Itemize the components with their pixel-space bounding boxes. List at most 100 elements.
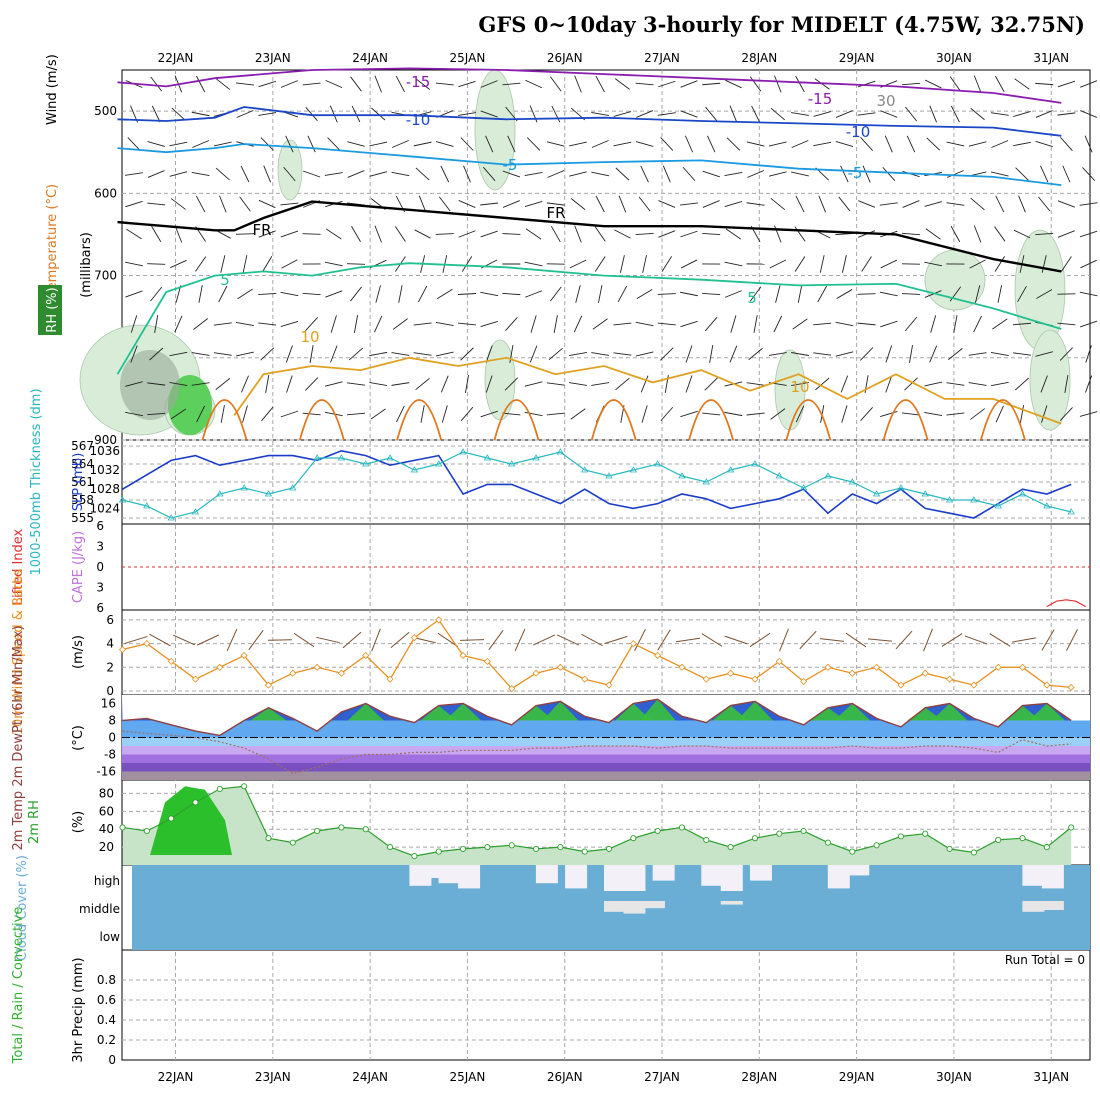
wind-barb — [529, 345, 538, 363]
wind-barb — [968, 141, 987, 147]
wind-barb — [480, 291, 499, 297]
wind-barb — [502, 82, 521, 86]
wind-barb — [198, 285, 203, 303]
surface-wind-barb — [390, 631, 410, 649]
precip-axis-label: Total / Rain / Convective — [11, 907, 26, 1065]
contour-label: 30 — [876, 92, 895, 110]
wind-barb — [413, 141, 432, 147]
contour-label: 10 — [300, 328, 319, 346]
wind-barb — [770, 197, 786, 211]
wind-barb — [685, 345, 693, 363]
wind-barb — [635, 321, 654, 327]
wind-barb — [374, 75, 382, 93]
temp-max-peak — [907, 707, 944, 721]
wind-barb — [485, 375, 493, 393]
wind-barb — [192, 140, 210, 148]
wind-barb — [702, 412, 721, 416]
wind-barb — [546, 141, 565, 147]
wind-barb — [909, 345, 913, 363]
rh-marker — [1068, 824, 1075, 831]
wind-barb — [768, 352, 787, 356]
wind-barb — [351, 225, 361, 243]
temp-tick: 16 — [101, 697, 116, 711]
wind-barb — [614, 229, 631, 239]
cloud-high-gap — [1041, 865, 1064, 889]
wind-barb — [235, 233, 255, 235]
rh-marker — [970, 849, 977, 856]
wind-barb — [169, 171, 188, 177]
wind-barb — [391, 171, 410, 177]
wind-barb — [1014, 78, 1030, 90]
cloud-high-gap — [604, 865, 627, 891]
wind-barb — [704, 316, 718, 332]
wind-barb — [324, 381, 343, 387]
wind-barb — [240, 165, 250, 183]
wind-barb — [1019, 405, 1025, 423]
wind-barb — [658, 80, 676, 88]
rh-tick: 40 — [99, 822, 114, 836]
wind-barb — [574, 75, 582, 93]
isotherm-15-arc — [980, 399, 1026, 441]
wind-barb — [990, 112, 1009, 116]
wind-barb — [1062, 165, 1071, 183]
isotherm--10 — [117, 106, 1062, 137]
wind-barb — [729, 105, 738, 123]
thickness-tick: 567 — [71, 439, 94, 453]
rh-label-bg — [38, 285, 62, 335]
surface-wind-barb — [657, 629, 671, 651]
rh-tick: 60 — [99, 804, 114, 818]
wind-barb — [525, 79, 542, 89]
surface-wind-barb — [820, 638, 844, 642]
surface-wind-barb — [868, 638, 892, 642]
wind-barb — [242, 255, 248, 273]
wind-barb — [902, 412, 920, 416]
surface-wind-barb — [676, 637, 700, 643]
wind-speed-marker — [483, 657, 491, 665]
wind-barb — [149, 347, 164, 361]
date-label-top: 26JAN — [547, 51, 583, 65]
isotherm-15-arc — [298, 399, 345, 441]
rh-marker — [605, 845, 613, 852]
precip-unit-label: 3hr Precip (mm) — [71, 957, 86, 1062]
wind-barb — [591, 140, 609, 148]
cloud-high-gap — [701, 865, 724, 886]
chart-title: GFS 0~10day 3-hourly for MIDELT (4.75W, … — [478, 12, 1085, 37]
wind-speed-marker — [629, 640, 637, 648]
wind10m-unit-label: (m/s) — [71, 635, 86, 669]
wind-barb — [859, 347, 874, 361]
surface-wind-barb — [149, 633, 171, 647]
temp-tick: 8 — [108, 714, 116, 728]
wind-barb — [147, 412, 166, 416]
wind-barb — [946, 412, 965, 416]
wind-barb — [684, 135, 694, 153]
surface-wind-barb — [581, 633, 603, 647]
cloud-mid-gap — [623, 901, 646, 914]
thickness-marker — [532, 454, 540, 461]
temp-max-peak — [347, 703, 384, 721]
surface-wind-barb — [604, 635, 628, 645]
wind-barb — [395, 226, 406, 242]
wind-tick: 2 — [106, 660, 114, 674]
wind-barb — [147, 170, 165, 178]
wind-barb — [682, 166, 696, 182]
isotherm-10 — [233, 356, 1062, 425]
wind-barb — [613, 141, 632, 147]
wind-barb — [369, 141, 388, 147]
wind-barb — [260, 137, 274, 151]
wind-barb — [857, 112, 876, 116]
surface-wind-barb — [749, 632, 771, 648]
contour-label: -10 — [406, 111, 431, 129]
rh-marker — [411, 853, 418, 860]
wind-barb — [1014, 377, 1030, 391]
wind-barb — [594, 226, 606, 242]
wind-barb — [769, 259, 787, 269]
cloud-level-label: middle — [79, 902, 120, 916]
surface-wind-barb — [514, 628, 526, 652]
wind-barb — [836, 289, 853, 299]
wind-barb — [885, 375, 893, 393]
wind-barb — [302, 292, 321, 296]
wind-barb — [549, 286, 562, 302]
wind-barb — [680, 230, 698, 238]
wind-barb — [768, 141, 787, 147]
slp-tick: 1024 — [89, 501, 120, 515]
